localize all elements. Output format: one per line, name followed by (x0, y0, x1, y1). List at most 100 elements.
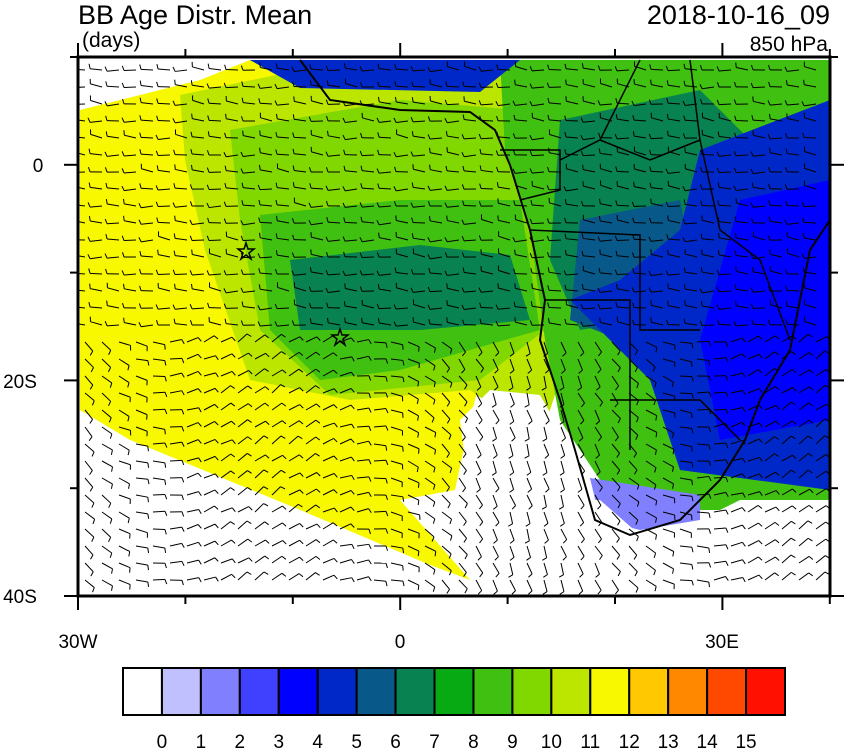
wind-barb-flag (513, 268, 516, 274)
wind-barb (107, 287, 120, 292)
wind-barb (407, 392, 419, 400)
wind-barb (753, 171, 766, 175)
wind-barb-flag (89, 486, 94, 492)
wind-barb (532, 204, 545, 207)
wind-barb-flag (410, 202, 414, 208)
colorbar-label: 7 (429, 732, 440, 750)
wind-barb-flag (543, 522, 549, 527)
wind-barb (685, 85, 698, 88)
wind-barb (730, 353, 743, 360)
wind-barb-flag (541, 506, 547, 510)
colorbar-label: 14 (697, 732, 719, 750)
country-borders (500, 59, 791, 450)
wind-barb-flag (432, 586, 436, 592)
wind-barb (124, 120, 137, 123)
wind-barb (764, 572, 775, 581)
wind-barb-flag (368, 492, 372, 497)
wind-barb (747, 522, 759, 530)
wind-barb-flag (564, 199, 567, 205)
wind-barb (798, 520, 809, 530)
wind-barb-flag (768, 319, 771, 325)
wind-barb (294, 169, 307, 173)
wind-barb (577, 511, 585, 523)
wind-barb-flag (275, 182, 278, 188)
wind-barb (803, 205, 817, 208)
wind-barb (175, 307, 188, 310)
wind-barb (770, 304, 783, 309)
wind-barb (532, 171, 545, 174)
wind-barb (679, 358, 692, 363)
wind-barb (396, 188, 409, 192)
wind-barb-flag (758, 422, 763, 428)
wind-barb (679, 341, 692, 344)
wind-barb (787, 252, 800, 258)
wind-barb-flag (240, 168, 244, 174)
wind-barb-flag (655, 347, 658, 353)
wind-barb-flag (562, 539, 568, 544)
wind-barb (379, 273, 392, 276)
wind-barb-flag (316, 488, 321, 493)
wind-barb (684, 119, 698, 122)
wind-barb-flag (463, 521, 467, 526)
wind-barb-flag (88, 436, 93, 442)
wind-barb-flag (597, 538, 602, 544)
wind-barb-flag (757, 505, 763, 509)
wind-barb-flag (104, 321, 108, 327)
wind-barb-flag (478, 419, 483, 425)
wind-barb-flag (264, 334, 270, 339)
wind-barb-flag (615, 166, 618, 172)
wind-barb (90, 256, 103, 260)
wind-barb-flag (725, 423, 729, 428)
wind-barb (753, 134, 766, 139)
wind-barb-flag (654, 382, 657, 388)
wind-barb-flag (580, 321, 584, 327)
wind-barb-flag (240, 116, 244, 122)
wind-barb-flag (432, 484, 436, 490)
wind-barb (543, 494, 547, 507)
wind-barb-flag (368, 529, 371, 535)
wind-barb (696, 475, 709, 479)
wind-barb (158, 188, 171, 191)
wind-barb (526, 375, 531, 388)
wind-barb-flag (315, 453, 320, 457)
wind-barb-flag (544, 454, 549, 459)
wind-barb-flag (529, 135, 533, 140)
wind-barb (390, 460, 403, 465)
wind-barb-flag (734, 132, 737, 138)
wind-barb-flag (708, 375, 711, 381)
wind-barb-flag (665, 201, 669, 207)
wind-barb (611, 341, 621, 352)
wind-barb-flag (326, 217, 329, 223)
wind-barb (747, 369, 759, 377)
wind-barb-flag (691, 480, 693, 486)
wind-barb (651, 253, 664, 258)
wind-barb-flag (91, 400, 95, 406)
wind-barb-flag (213, 335, 219, 340)
wind-barb (379, 68, 392, 71)
wind-barb-flag (530, 301, 533, 307)
wind-barb (713, 527, 727, 530)
wind-barb (424, 358, 436, 367)
wind-barb (447, 188, 460, 191)
x-tick-label: 30W (58, 632, 97, 653)
wind-barb (339, 423, 352, 428)
wind-barb (566, 100, 579, 105)
wind-barb-flag (792, 488, 797, 493)
wind-barb-flag (444, 118, 448, 123)
wind-barb-flag (275, 233, 278, 239)
wind-barb (549, 152, 562, 156)
wind-barb-flag (595, 454, 600, 459)
wind-barb (594, 358, 602, 370)
wind-barb-flag (429, 147, 431, 153)
wind-barb (175, 288, 188, 292)
wind-barb (446, 85, 460, 88)
wind-barb (719, 254, 732, 258)
wind-barb (260, 307, 273, 311)
wind-barb-flag (299, 489, 304, 494)
wind-barb-flag (774, 386, 780, 390)
wind-barb (356, 576, 369, 581)
wind-barb-flag (147, 479, 150, 485)
wind-barb (532, 239, 545, 243)
wind-barb (271, 469, 282, 479)
wind-barb (294, 69, 307, 72)
